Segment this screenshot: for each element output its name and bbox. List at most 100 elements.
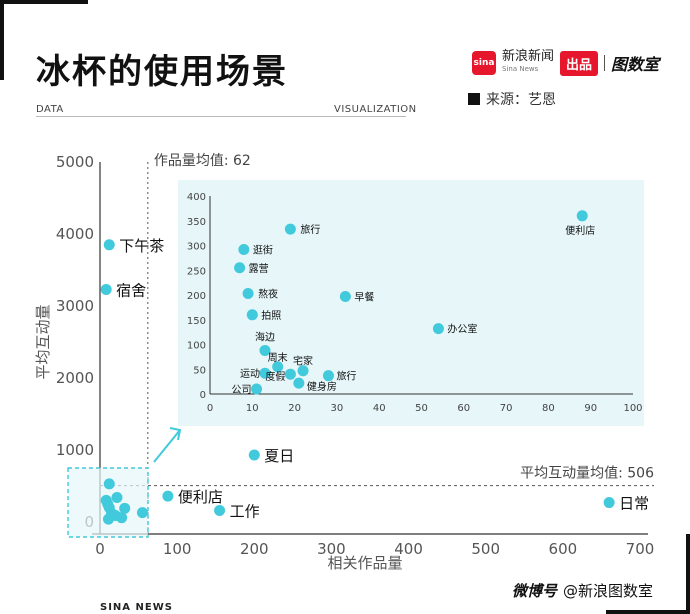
- x-mean-label: 作品量均值: 62: [154, 153, 251, 169]
- inset-data-point: [576, 210, 588, 222]
- inset-data-point: [238, 243, 250, 255]
- brand-logo-bar: sina 新浪新闻 Sina News 出品 图数室: [472, 50, 659, 76]
- footer-platform: 微博号: [512, 582, 558, 600]
- point-label: 工作: [230, 502, 260, 520]
- inset-point-label: 便利店: [565, 224, 595, 237]
- brand-separator: [604, 55, 606, 71]
- brand-badge: 出品: [560, 50, 599, 76]
- data-point: [102, 513, 114, 525]
- inset-x-tick-label: 60: [457, 403, 470, 414]
- zoom-connector-line: [153, 429, 181, 463]
- y-tick-label: 4000: [56, 225, 94, 243]
- inset-data-point: [234, 262, 246, 274]
- inset-data-point: [297, 365, 309, 377]
- inset-point-label: 运动: [240, 368, 260, 380]
- inset-y-tick-label: 300: [187, 242, 206, 253]
- inset-point-label: 公司: [232, 385, 252, 396]
- sina-logo-icon: sina: [472, 51, 496, 75]
- inset-data-point: [322, 370, 334, 382]
- data-point: [248, 449, 260, 461]
- inset-point-label: 早餐: [354, 290, 374, 303]
- inset-x-tick-label: 20: [288, 403, 301, 414]
- inset-point-label: 旅行: [336, 370, 356, 383]
- inset-data-point: [246, 309, 258, 321]
- x-tick-label: 400: [394, 540, 423, 558]
- corner-top-left: [0, 0, 88, 4]
- zoom-connector-arrowhead: [169, 427, 182, 441]
- y-tick-label: 5000: [56, 153, 94, 171]
- header-rule: [36, 116, 406, 117]
- footer-handle: 微博号 @新浪图数室: [512, 580, 653, 601]
- brand-sub: Sina News: [502, 65, 539, 73]
- data-point: [103, 478, 115, 490]
- inset-point-label: 旅行: [300, 223, 320, 236]
- source-note: 来源：艺恩: [468, 89, 556, 109]
- y-tick-label: 1000: [56, 441, 94, 459]
- inset-y-tick-label: 50: [193, 365, 206, 376]
- partner-logo: 图数室: [611, 55, 660, 74]
- data-point: [103, 239, 115, 251]
- inset-data-point: [259, 367, 271, 379]
- inset-data-point: [272, 361, 284, 373]
- point-label: 日常: [619, 495, 649, 513]
- inset-point-label: 露营: [249, 262, 269, 275]
- point-label: 夏日: [264, 447, 294, 465]
- corner-top-left-v: [0, 0, 4, 80]
- data-point: [116, 512, 128, 524]
- inset-x-tick-label: 40: [373, 403, 386, 414]
- x-tick-label: 100: [163, 540, 192, 558]
- inset-point-label: 拍照: [261, 309, 281, 322]
- inset-data-point: [339, 290, 351, 302]
- corner-bottom-right-v: [686, 534, 690, 614]
- inset-x-tick-label: 90: [584, 403, 597, 414]
- x-tick-label: 500: [471, 540, 500, 558]
- data-point: [214, 504, 226, 516]
- inset-y-tick-label: 250: [187, 266, 206, 277]
- inset-x-tick-label: 100: [623, 403, 642, 414]
- inset-data-point: [284, 368, 296, 380]
- brand-name: 新浪新闻 Sina News: [502, 49, 555, 75]
- y-tick-label: 3000: [56, 297, 94, 315]
- y-tick-label: 2000: [56, 369, 94, 387]
- inset-point-label: 逛街: [253, 243, 273, 256]
- inset-y-tick-label: 100: [187, 341, 206, 352]
- y-axis-title: 平均互动量: [34, 304, 52, 379]
- data-point: [100, 283, 112, 295]
- inset-data-point: [284, 223, 296, 235]
- x-axis-title: 相关作品量: [327, 554, 402, 572]
- tag-data: DATA: [36, 104, 64, 115]
- page-title: 冰杯的使用场景: [36, 52, 288, 92]
- point-label: 便利店: [178, 488, 223, 506]
- inset-data-point: [293, 377, 305, 389]
- inset-y-tick-label: 200: [187, 291, 206, 302]
- inset-point-label: 熬夜: [258, 288, 278, 301]
- inset-point-label: 度假: [265, 370, 285, 383]
- inset-data-point: [242, 288, 254, 300]
- inset-point-label: 海边: [255, 330, 275, 343]
- inset-x-tick-label: 30: [331, 403, 344, 414]
- x-tick-label: 300: [317, 540, 346, 558]
- inset-x-tick-label: 0: [207, 403, 213, 414]
- point-label: 下午茶: [119, 237, 164, 255]
- brand-name-text: 新浪新闻: [502, 49, 555, 64]
- data-point: [119, 502, 131, 514]
- footer-handle-text: @新浪图数室: [563, 582, 654, 600]
- x-tick-label: 700: [626, 540, 655, 558]
- inset-y-tick-label: 400: [187, 192, 206, 203]
- inset-point-label: 健身房: [307, 380, 337, 393]
- data-point: [111, 492, 123, 504]
- inset-data-point: [251, 383, 263, 395]
- inset-data-point: [259, 344, 271, 356]
- inset-point-label: 宅家: [293, 355, 313, 368]
- tag-visualization: VISUALIZATION: [334, 104, 417, 115]
- inset-x-tick-label: 10: [246, 403, 259, 414]
- data-point: [603, 497, 615, 509]
- inset-point-label: 办公室: [447, 323, 477, 336]
- inset-y-tick-label: 0: [200, 390, 206, 401]
- inset-x-tick-label: 80: [542, 403, 555, 414]
- data-point: [136, 507, 148, 519]
- inset-data-point: [432, 323, 444, 335]
- inset-y-tick-label: 150: [187, 316, 206, 327]
